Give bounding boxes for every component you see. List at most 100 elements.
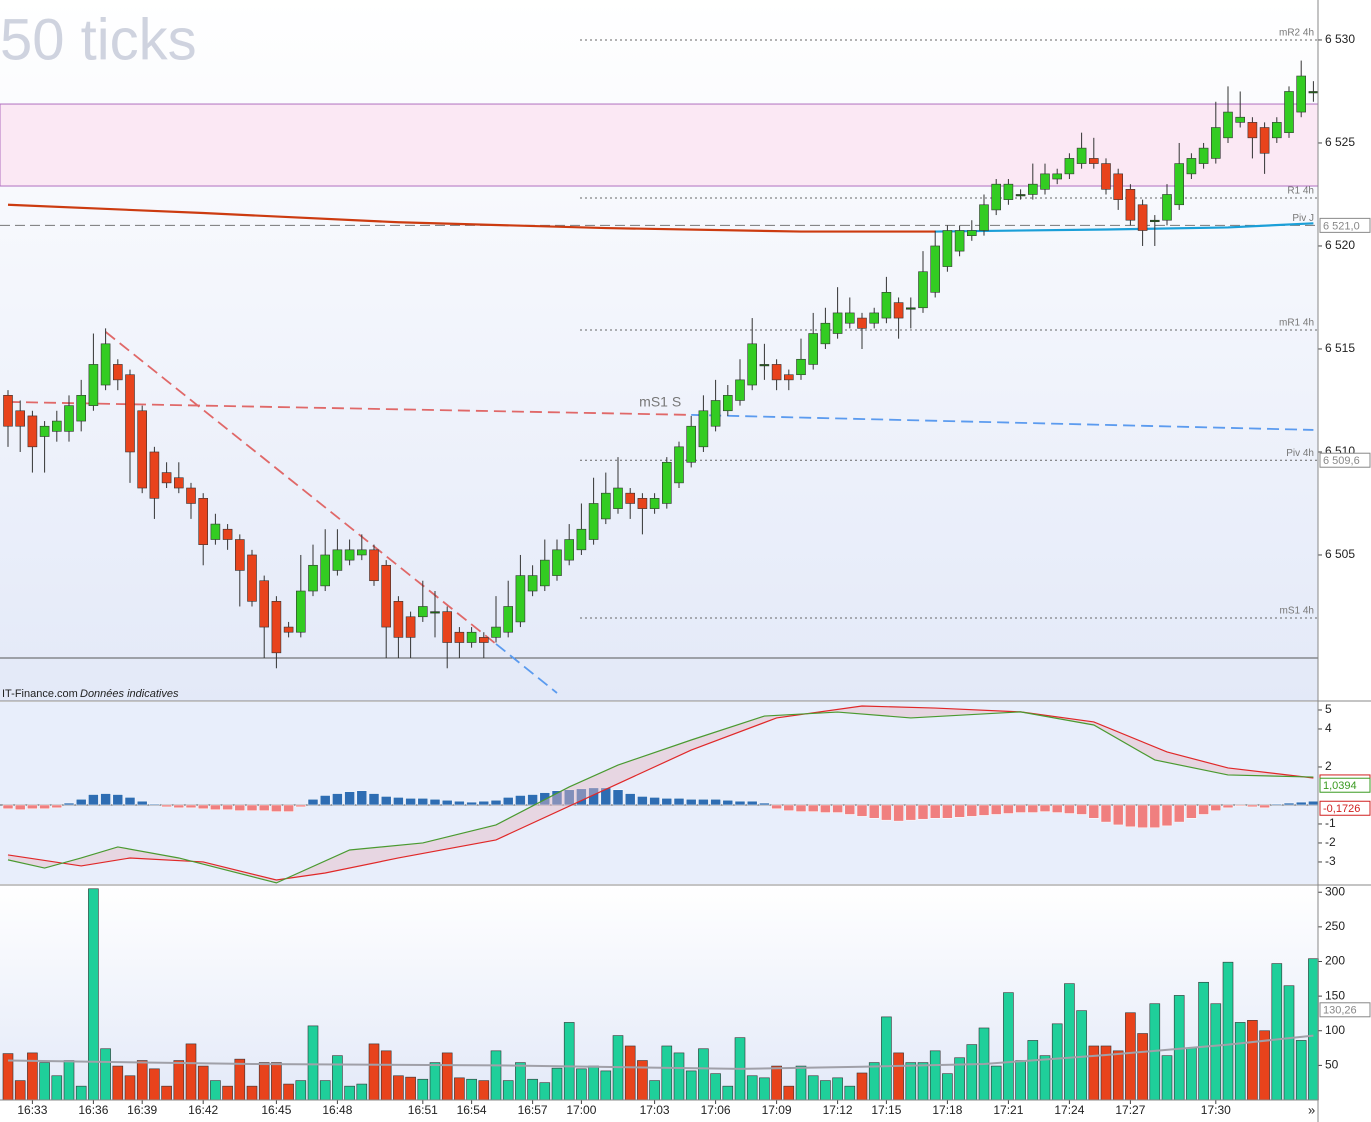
y-tick-label: -3	[1325, 854, 1336, 868]
candle-body	[1101, 163, 1111, 190]
value-box-label: -0,1726	[1323, 803, 1360, 815]
candle-body	[27, 415, 38, 448]
candle-body	[674, 446, 684, 484]
histogram-bar	[39, 804, 50, 810]
histogram-bar	[1198, 804, 1209, 815]
volume-bar	[319, 1080, 331, 1101]
histogram-bar	[722, 799, 734, 806]
volume-bar	[271, 1062, 282, 1101]
candle-body	[295, 590, 306, 633]
volume-bar	[393, 1075, 404, 1101]
volume-bar	[661, 1045, 673, 1101]
candle-body	[686, 425, 697, 463]
candle-body	[491, 626, 501, 638]
candle-body	[527, 575, 538, 592]
volume-bar	[1222, 961, 1234, 1101]
volume-bar	[1125, 1012, 1136, 1101]
candle-body	[905, 307, 916, 310]
level-name: mR1 4h	[1279, 318, 1314, 329]
value-box-label: 130,26	[1323, 1005, 1357, 1017]
histogram-bar	[710, 799, 721, 806]
histogram-bar	[515, 795, 526, 806]
volume-bar	[368, 1043, 380, 1101]
candle-body	[1003, 183, 1014, 200]
volume-bar	[856, 1072, 868, 1101]
x-tick-label: 17:00	[566, 1103, 596, 1117]
histogram-bar	[832, 804, 843, 813]
volume-bar	[881, 1016, 892, 1101]
candle-body	[137, 410, 147, 489]
candle-body	[64, 405, 74, 432]
candle-body	[820, 322, 831, 345]
note: Données indicatives	[80, 688, 179, 700]
right-axis	[1318, 0, 1371, 1122]
candle-body	[1040, 173, 1050, 190]
histogram-bar	[2, 804, 14, 810]
volume-bar	[51, 1075, 63, 1101]
x-tick-label: 16:45	[261, 1103, 291, 1117]
histogram-bar	[1234, 804, 1246, 807]
candle-body	[722, 395, 733, 412]
y-tick-label: -2	[1325, 835, 1336, 849]
oscillator-line	[7, 711, 1314, 884]
volume-bar	[771, 1065, 782, 1101]
volume-bar	[478, 1080, 490, 1101]
histogram-bar	[63, 802, 75, 806]
histogram-bar	[258, 804, 270, 811]
histogram-bar	[100, 793, 111, 806]
histogram-bar	[173, 804, 185, 809]
candle-body	[979, 204, 989, 231]
histogram-bar	[1076, 804, 1087, 815]
trendline	[105, 331, 497, 645]
candle-body	[1198, 147, 1209, 164]
candle-body	[564, 539, 575, 561]
candle-body	[320, 554, 331, 587]
volume-bar	[429, 1062, 441, 1101]
candle-body	[1089, 158, 1099, 164]
volume-bar	[1295, 1040, 1307, 1101]
candle-body	[844, 312, 855, 324]
histogram-bar	[124, 797, 136, 806]
scroll-button[interactable]: »	[1308, 1102, 1315, 1117]
volume-bar	[1247, 1020, 1258, 1101]
volume-bar	[210, 1080, 221, 1101]
histogram-bar	[1015, 804, 1026, 813]
candle-body	[1308, 91, 1319, 94]
histogram-bar	[685, 799, 697, 806]
candle-body	[600, 492, 611, 520]
volume-bar	[295, 1080, 307, 1101]
volume-bar	[746, 1075, 758, 1101]
volume-bar	[1088, 1045, 1100, 1101]
candle-body	[539, 559, 550, 587]
candle-body	[1186, 158, 1197, 175]
volume-bar	[1271, 963, 1283, 1101]
volume-bar	[820, 1080, 831, 1101]
volume-bar	[905, 1062, 917, 1101]
candle-body	[796, 358, 806, 376]
histogram-bar	[1173, 804, 1185, 823]
volume-bar	[685, 1070, 697, 1101]
candle-body	[1247, 122, 1258, 139]
y-tick-label: 5	[1325, 702, 1332, 716]
y-tick-label: 150	[1325, 988, 1345, 1002]
histogram-bar	[868, 804, 880, 819]
volume-bar	[1064, 983, 1075, 1101]
histogram-bar	[600, 787, 612, 806]
volume-bar	[161, 1085, 172, 1101]
histogram-bar	[795, 804, 807, 812]
histogram-bar	[734, 800, 746, 806]
volume-bar	[893, 1052, 904, 1101]
histogram-bar	[1149, 804, 1161, 829]
volume-bar	[234, 1058, 246, 1101]
candle-body	[1137, 204, 1148, 231]
histogram-bar	[149, 803, 160, 806]
candle-body	[369, 549, 379, 582]
candle-body	[393, 601, 404, 638]
histogram-bar	[1125, 804, 1136, 828]
histogram-bar	[1003, 804, 1014, 814]
histogram-bar	[978, 804, 990, 816]
candle-body	[1211, 127, 1221, 159]
candle-body	[625, 492, 636, 504]
x-tick-label: 17:27	[1115, 1103, 1145, 1117]
volume-bar	[1076, 1010, 1087, 1101]
